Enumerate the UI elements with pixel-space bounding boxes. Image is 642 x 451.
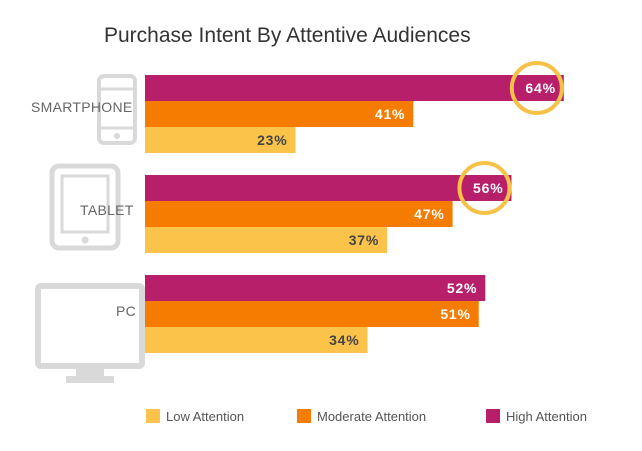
legend-swatch-low-attention: [146, 409, 160, 423]
tablet-icon: [49, 163, 121, 251]
bars: [145, 75, 564, 353]
highlight-circles: [457, 61, 564, 215]
value-label-pc-moderate-attention: 51%: [440, 306, 470, 322]
value-label-smartphone-low-attention: 23%: [257, 132, 287, 148]
legend-label-high-attention: High Attention: [506, 409, 587, 424]
legend-label-low-attention: Low Attention: [166, 409, 244, 424]
highlight-circle-smartphone: [509, 61, 564, 115]
value-label-smartphone-moderate-attention: 41%: [375, 106, 405, 122]
legend-swatch-moderate-attention: [297, 409, 311, 423]
smartphone-icon: [97, 74, 137, 145]
bar-tablet-high-attention: [145, 175, 512, 201]
value-label-pc-high-attention: 52%: [447, 280, 477, 296]
value-label-tablet-moderate-attention: 47%: [414, 206, 444, 222]
value-label-pc-low-attention: 34%: [329, 332, 359, 348]
value-label-smartphone-high-attention: 64%: [525, 80, 555, 96]
category-labels: SMARTPHONE TABLET PC: [31, 99, 136, 319]
category-label-smartphone: SMARTPHONE: [31, 99, 133, 115]
bar-pc-low-attention: [145, 327, 368, 353]
bar-tablet-moderate-attention: [145, 201, 453, 227]
bar-tablet-low-attention: [145, 227, 388, 253]
category-label-pc: PC: [116, 303, 136, 319]
highlight-circle-tablet: [457, 161, 512, 215]
monitor-icon: [35, 283, 145, 383]
bar-smartphone-low-attention: [145, 127, 296, 153]
bar-pc-moderate-attention: [145, 301, 479, 327]
value-label-tablet-high-attention: 56%: [473, 180, 503, 196]
value-label-tablet-low-attention: 37%: [349, 232, 379, 248]
legend-swatch-high-attention: [486, 409, 500, 423]
bar-smartphone-high-attention: [145, 75, 564, 101]
legend-label-moderate-attention: Moderate Attention: [317, 409, 426, 424]
category-label-tablet: TABLET: [80, 202, 134, 218]
device-icons: [35, 74, 145, 383]
value-labels: 64% 41% 23% 56% 47% 37% 52% 51% 34%: [257, 80, 555, 348]
legend: Low Attention Moderate Attention High At…: [146, 409, 587, 424]
bar-pc-high-attention: [145, 275, 486, 301]
bar-smartphone-moderate-attention: [145, 101, 414, 127]
chart-title: Purchase Intent By Attentive Audiences: [104, 24, 471, 47]
